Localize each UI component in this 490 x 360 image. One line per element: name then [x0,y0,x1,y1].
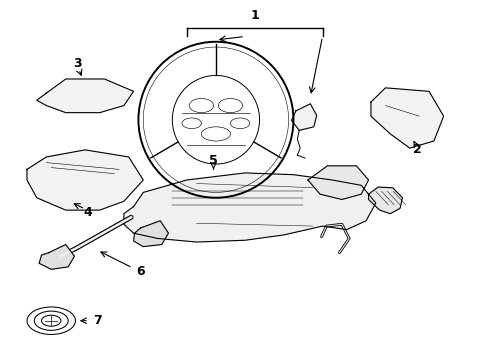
Text: 1: 1 [250,9,259,22]
Bar [255,174,294,187]
Polygon shape [308,166,368,199]
Polygon shape [39,244,74,269]
Polygon shape [134,221,169,247]
Text: 5: 5 [209,154,218,167]
Text: 7: 7 [94,314,102,327]
Text: 6: 6 [137,265,145,278]
Polygon shape [292,104,317,130]
Polygon shape [27,150,143,210]
Text: 4: 4 [83,206,92,219]
Polygon shape [371,88,443,148]
Bar [182,183,216,196]
Polygon shape [368,187,402,214]
Text: 3: 3 [74,57,82,69]
Text: 2: 2 [413,143,421,156]
Polygon shape [37,79,134,113]
Polygon shape [124,173,376,242]
